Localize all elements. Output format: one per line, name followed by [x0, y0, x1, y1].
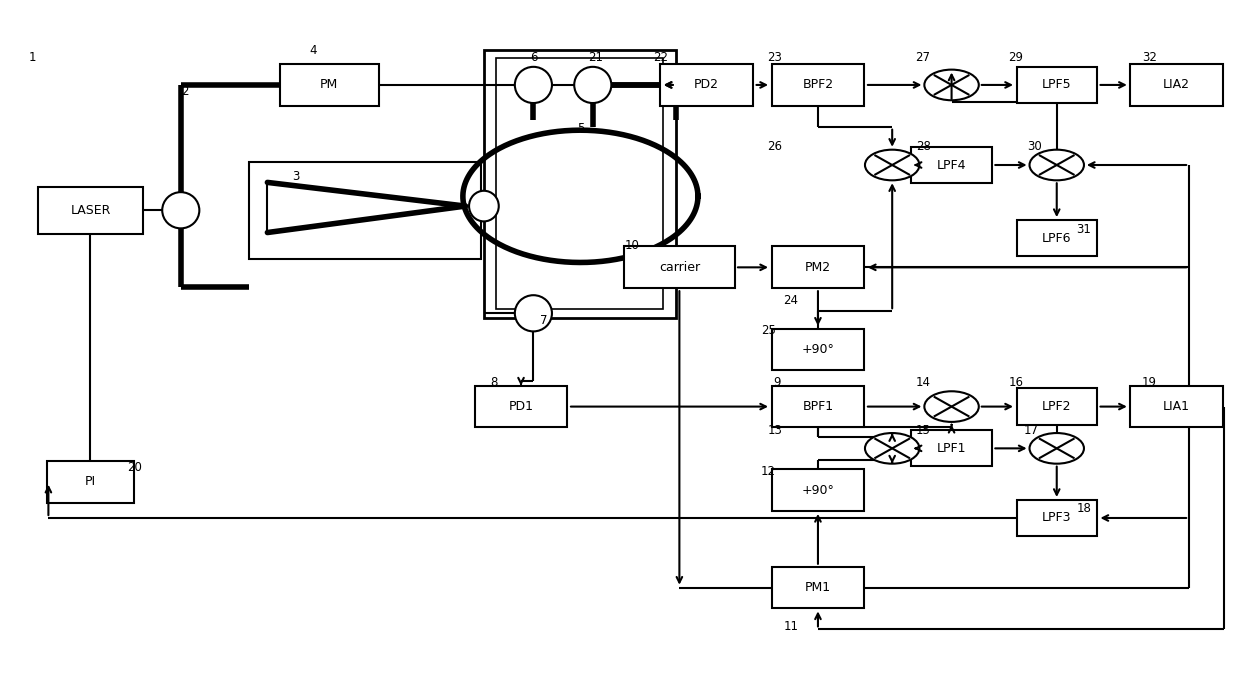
FancyBboxPatch shape: [771, 64, 864, 106]
Text: 3: 3: [293, 171, 300, 183]
FancyBboxPatch shape: [1017, 389, 1097, 425]
FancyBboxPatch shape: [1017, 500, 1097, 536]
FancyBboxPatch shape: [771, 386, 864, 428]
Text: 11: 11: [784, 620, 799, 633]
Text: LPF1: LPF1: [937, 442, 966, 455]
Text: 27: 27: [915, 50, 930, 64]
Text: 18: 18: [1076, 502, 1091, 514]
Text: 6: 6: [529, 50, 537, 64]
Circle shape: [1029, 150, 1084, 180]
Text: 29: 29: [1008, 50, 1023, 64]
Text: 26: 26: [768, 140, 782, 152]
Text: 13: 13: [768, 424, 782, 438]
Text: 15: 15: [915, 424, 930, 438]
Text: LPF6: LPF6: [1042, 231, 1071, 245]
Text: 2: 2: [181, 85, 188, 99]
Text: LASER: LASER: [71, 203, 110, 217]
Circle shape: [866, 433, 919, 463]
Text: LIA2: LIA2: [1163, 78, 1190, 92]
Text: 21: 21: [588, 50, 603, 64]
Text: 25: 25: [761, 324, 776, 336]
Text: BPF2: BPF2: [802, 78, 833, 92]
Text: PI: PI: [84, 475, 95, 489]
Text: LPF5: LPF5: [1042, 78, 1071, 92]
Text: 16: 16: [1008, 377, 1023, 389]
Ellipse shape: [515, 295, 552, 331]
Text: 20: 20: [128, 461, 143, 475]
Text: 5: 5: [577, 122, 584, 135]
Circle shape: [924, 391, 978, 422]
Text: 24: 24: [784, 294, 799, 308]
Text: 22: 22: [653, 50, 668, 64]
Text: LPF4: LPF4: [937, 159, 966, 171]
Text: 1: 1: [29, 50, 36, 64]
Text: 9: 9: [774, 377, 781, 389]
FancyBboxPatch shape: [47, 461, 134, 503]
Text: 12: 12: [761, 465, 776, 478]
FancyBboxPatch shape: [771, 469, 864, 511]
Ellipse shape: [162, 192, 200, 229]
Text: 10: 10: [625, 238, 640, 252]
Text: 31: 31: [1076, 222, 1091, 236]
Text: PD2: PD2: [694, 78, 719, 92]
FancyBboxPatch shape: [484, 50, 676, 318]
Text: 32: 32: [1142, 50, 1157, 64]
Text: 4: 4: [310, 43, 317, 57]
Text: PM2: PM2: [805, 261, 831, 274]
Text: LPF2: LPF2: [1042, 400, 1071, 413]
Text: PM: PM: [320, 78, 339, 92]
Text: carrier: carrier: [658, 261, 699, 274]
Ellipse shape: [574, 67, 611, 103]
FancyBboxPatch shape: [249, 161, 481, 259]
Text: 28: 28: [915, 140, 930, 152]
FancyBboxPatch shape: [771, 247, 864, 288]
FancyBboxPatch shape: [771, 567, 864, 609]
Text: PD1: PD1: [508, 400, 533, 413]
FancyBboxPatch shape: [280, 64, 378, 106]
Text: 17: 17: [1023, 424, 1038, 438]
FancyBboxPatch shape: [624, 247, 735, 288]
Text: 19: 19: [1142, 377, 1157, 389]
Text: LIA1: LIA1: [1163, 400, 1190, 413]
Circle shape: [866, 150, 919, 180]
FancyBboxPatch shape: [38, 187, 143, 234]
Text: PM1: PM1: [805, 581, 831, 594]
FancyBboxPatch shape: [1017, 67, 1097, 103]
Text: +90°: +90°: [801, 343, 835, 356]
FancyBboxPatch shape: [1131, 64, 1223, 106]
Ellipse shape: [515, 67, 552, 103]
Text: 23: 23: [768, 50, 782, 64]
Text: BPF1: BPF1: [802, 400, 833, 413]
FancyBboxPatch shape: [496, 59, 663, 309]
Text: 14: 14: [915, 377, 930, 389]
Circle shape: [924, 70, 978, 100]
Text: 8: 8: [490, 376, 497, 389]
FancyBboxPatch shape: [771, 329, 864, 370]
Text: 7: 7: [539, 314, 547, 326]
Text: LPF3: LPF3: [1042, 512, 1071, 524]
Ellipse shape: [469, 191, 498, 222]
FancyBboxPatch shape: [911, 147, 992, 183]
FancyBboxPatch shape: [1131, 386, 1223, 428]
FancyBboxPatch shape: [660, 64, 753, 106]
Text: +90°: +90°: [801, 484, 835, 496]
FancyBboxPatch shape: [911, 431, 992, 466]
FancyBboxPatch shape: [1017, 220, 1097, 257]
Text: 30: 30: [1027, 140, 1042, 152]
FancyBboxPatch shape: [475, 386, 568, 428]
Circle shape: [1029, 433, 1084, 463]
